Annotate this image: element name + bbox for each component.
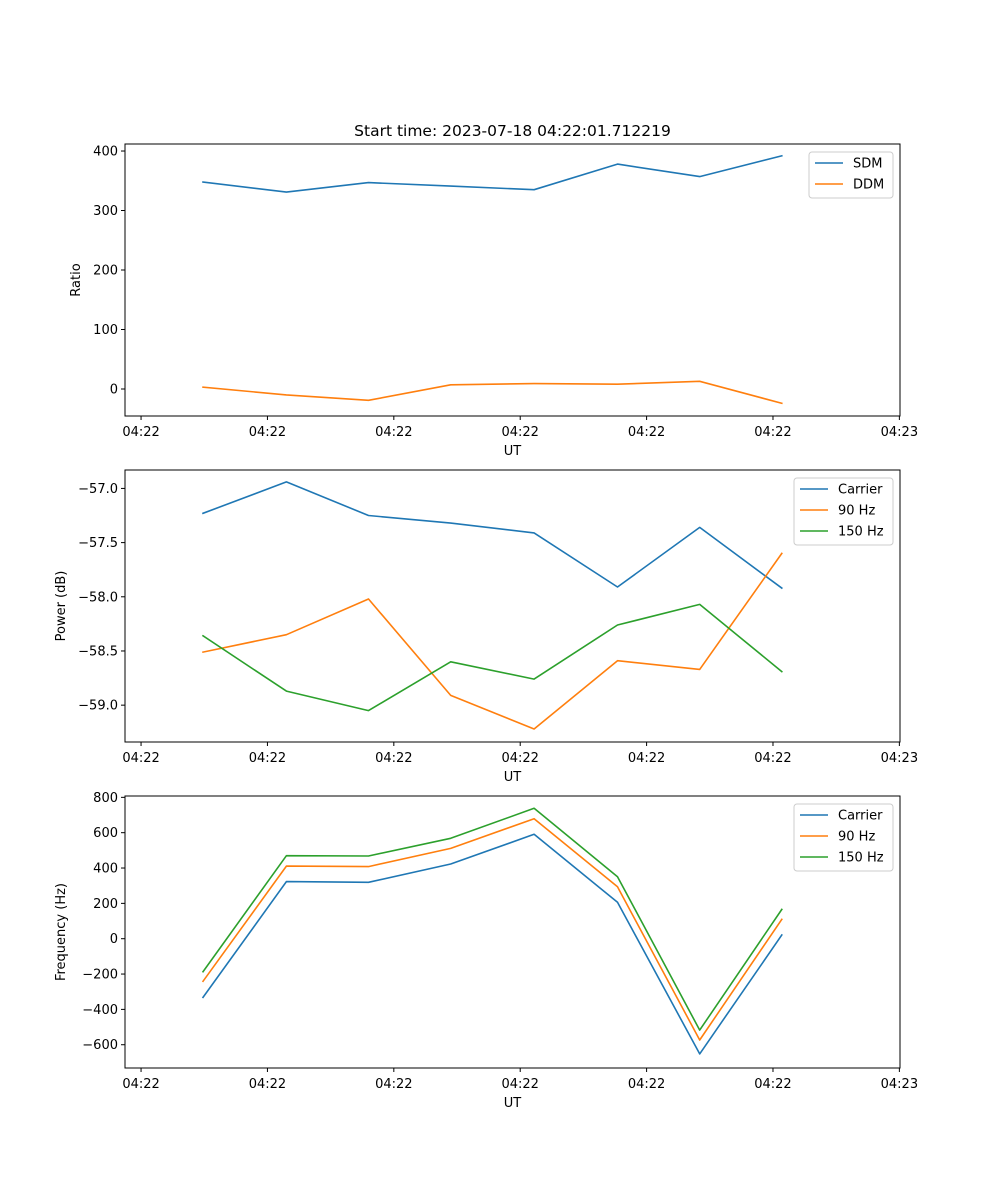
- x-tick-label: 04:23: [881, 1077, 918, 1092]
- series-line-ddm: [202, 380, 783, 405]
- y-tick-label: 300: [93, 204, 118, 219]
- series-line-carrier: [201, 481, 783, 590]
- subplot-1: Start time: 2023-07-18 04:22:01.712219 0 1…: [69, 122, 918, 459]
- chart-title: Start time: 2023-07-18 04:22:01.712219: [354, 122, 671, 140]
- x-tick-label: 04:22: [628, 425, 665, 440]
- y-tick-label: 600: [93, 826, 118, 841]
- x-tick-label: 04:22: [501, 1077, 538, 1092]
- legend-box: [793, 803, 894, 872]
- x-tick-label: 04:23: [881, 425, 918, 440]
- y-tick-label: −400: [82, 1003, 118, 1018]
- x-tick-label: 04:22: [754, 1077, 791, 1092]
- y-tick-label: 100: [93, 323, 118, 338]
- legend-label: 90 Hz: [838, 504, 875, 519]
- legend-label: SDM: [853, 157, 882, 172]
- x-tick-label: 04:22: [249, 1077, 286, 1092]
- series-line-carrier: [201, 833, 783, 1055]
- x-tick-label: 04:22: [501, 751, 538, 766]
- legend-label: 150 Hz: [838, 851, 884, 866]
- y-tick-label: −600: [82, 1038, 118, 1053]
- legend-label: 150 Hz: [838, 525, 884, 540]
- y-tick-label: −57.5: [78, 536, 118, 551]
- axes-frame: [124, 143, 901, 417]
- x-tick-label: 04:22: [122, 425, 159, 440]
- x-tick-label: 04:22: [249, 751, 286, 766]
- subplot-3: −600 −400 −200 0 200 400 600 800 04:22 04:22 04:22…: [54, 791, 918, 1111]
- series-line-sdm: [202, 154, 783, 193]
- y-tick-label: 800: [93, 791, 118, 806]
- legend: Carrier 90 Hz 150 Hz: [793, 477, 894, 546]
- x-tick-label: 04:22: [375, 1077, 412, 1092]
- x-tick-label: 04:22: [754, 751, 791, 766]
- x-tick-label: 04:22: [628, 751, 665, 766]
- legend: SDM DDM: [808, 151, 894, 199]
- y-tick-label: 400: [93, 145, 118, 160]
- axes-frame: [124, 795, 901, 1069]
- y-axis-label: Power (dB): [54, 571, 69, 642]
- x-axis-label: UT: [504, 444, 522, 459]
- series-line-90-hz: [201, 817, 783, 1041]
- series-line-150-hz: [201, 603, 783, 712]
- x-tick-label: 04:22: [122, 751, 159, 766]
- series-line-150-hz: [201, 807, 783, 1031]
- x-tick-label: 04:22: [375, 751, 412, 766]
- y-tick-label: 0: [110, 382, 118, 397]
- x-tick-label: 04:22: [249, 425, 286, 440]
- y-tick-label: −200: [82, 968, 118, 983]
- y-axis-label: Ratio: [69, 263, 84, 296]
- x-tick-label: 04:22: [628, 1077, 665, 1092]
- legend-label: DDM: [853, 178, 884, 193]
- legend-label: Carrier: [838, 483, 883, 498]
- legend-box: [793, 477, 894, 546]
- y-axis-label: Frequency (Hz): [54, 883, 69, 981]
- x-tick-label: 04:22: [122, 1077, 159, 1092]
- y-tick-label: −57.0: [78, 482, 118, 497]
- y-tick-label: −58.0: [78, 590, 118, 605]
- y-tick-label: 0: [110, 932, 118, 947]
- x-tick-label: 04:22: [375, 425, 412, 440]
- legend-label: Carrier: [838, 809, 883, 824]
- y-tick-label: 200: [93, 897, 118, 912]
- x-tick-label: 04:23: [881, 751, 918, 766]
- subplot-2: −59.0 −58.5 −58.0 −57.5 −57.0 04:22 04:22 04:22…: [54, 469, 918, 785]
- y-tick-label: 400: [93, 862, 118, 877]
- x-axis-label: UT: [504, 1096, 522, 1111]
- axes-frame: [124, 469, 901, 743]
- series-line-90-hz: [202, 552, 783, 730]
- legend: Carrier 90 Hz 150 Hz: [793, 803, 894, 872]
- legend-label: 90 Hz: [838, 830, 875, 845]
- y-tick-label: −58.5: [78, 644, 118, 659]
- y-tick-label: 200: [93, 264, 118, 279]
- x-tick-label: 04:22: [501, 425, 538, 440]
- x-axis-label: UT: [504, 770, 522, 785]
- x-tick-label: 04:22: [754, 425, 791, 440]
- y-tick-label: −59.0: [78, 699, 118, 714]
